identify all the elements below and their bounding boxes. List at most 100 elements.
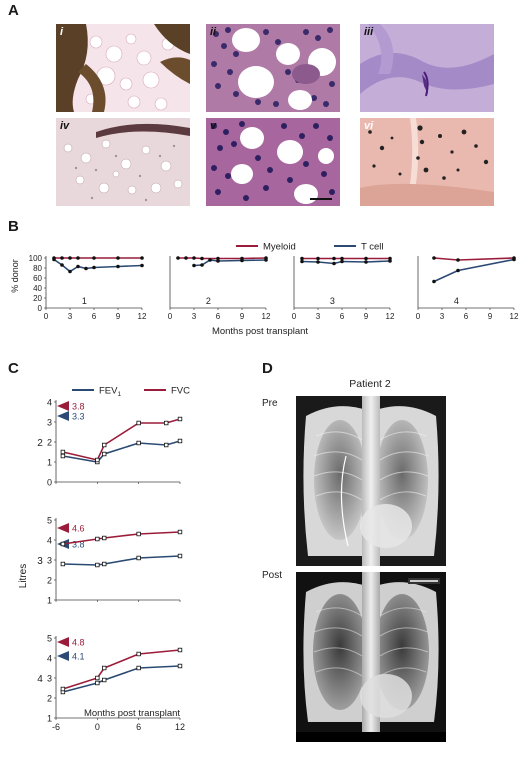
data-point xyxy=(60,256,64,260)
x-tick-label: 12 xyxy=(262,312,271,321)
data-point xyxy=(332,261,336,266)
y-tick-label: 80 xyxy=(33,264,42,273)
data-point xyxy=(102,561,107,567)
panel-b-ylabel: % donor xyxy=(10,259,20,293)
xray-post xyxy=(296,572,446,742)
predicted-label: 3.8 xyxy=(72,540,85,550)
series-line-fvc xyxy=(62,418,181,461)
data-point xyxy=(140,256,144,260)
panel-b-xlabel: Months post transplant xyxy=(212,326,308,337)
legend-label: Myeloid xyxy=(263,242,296,253)
tile-label: iii xyxy=(364,26,374,38)
data-point xyxy=(60,263,64,267)
x-tick-label: 6 xyxy=(464,312,469,321)
panel-c-ylabel: Litres xyxy=(18,564,29,588)
xray-pre-image xyxy=(296,396,446,566)
series-line-t-cell xyxy=(193,259,267,267)
data-point xyxy=(316,260,320,264)
subpanel-label: 2 xyxy=(206,296,211,306)
panel-b-legend: Myeloid T cell xyxy=(236,242,384,253)
panel-a-letter: A xyxy=(8,2,19,19)
data-point xyxy=(116,264,120,269)
pre-label: Pre xyxy=(262,398,278,409)
data-point xyxy=(84,266,88,271)
data-point xyxy=(200,256,204,261)
x-tick-label: 12 xyxy=(138,312,147,321)
series-line-t-cell xyxy=(53,258,143,273)
data-point xyxy=(316,256,320,261)
data-point xyxy=(76,256,80,260)
predicted-marker xyxy=(57,651,69,661)
series-line-fev1 xyxy=(62,665,181,693)
x-tick-label: 3 xyxy=(440,312,445,321)
tile-label: vi xyxy=(364,120,374,132)
data-point xyxy=(364,260,368,264)
data-point xyxy=(216,259,220,263)
data-point xyxy=(300,259,304,264)
predicted-marker xyxy=(57,401,69,411)
tile-label: v xyxy=(210,120,217,132)
data-point xyxy=(216,256,220,261)
data-point xyxy=(432,279,436,284)
predicted-marker xyxy=(57,523,69,533)
panel-c-letter: C xyxy=(8,360,19,377)
data-point xyxy=(300,256,304,261)
data-point xyxy=(136,555,141,561)
series-line-myeloid xyxy=(433,257,515,261)
data-point xyxy=(456,268,460,273)
chart-b-3: 0 3 6 9 123 xyxy=(292,256,395,321)
histology-tile-iii: iii xyxy=(360,24,494,112)
data-point xyxy=(60,453,66,459)
series-line-t-cell xyxy=(433,258,515,283)
data-point xyxy=(95,680,100,686)
x-tick-label: -6 xyxy=(52,722,60,730)
panel-c-xlabel: Months post transplant xyxy=(84,708,180,719)
data-point xyxy=(95,536,100,542)
data-point xyxy=(60,561,66,567)
legend-label: FVC xyxy=(171,386,190,397)
data-point xyxy=(116,256,120,260)
panel-c-legend: FEV1 FVC xyxy=(72,386,190,399)
data-point xyxy=(68,269,72,274)
subpanel-label: 3 xyxy=(330,296,335,306)
data-point xyxy=(95,457,100,463)
series-line-fev1 xyxy=(62,440,181,463)
x-tick-label: 9 xyxy=(364,312,369,321)
x-tick-label: 12 xyxy=(175,722,185,730)
subpanel-label: 2 xyxy=(37,438,43,449)
x-tick-label: 0 xyxy=(168,312,173,321)
data-point xyxy=(177,416,183,422)
data-point xyxy=(177,529,183,535)
y-tick-label: 4 xyxy=(47,398,52,408)
tile-iii-image xyxy=(360,24,494,112)
predicted-label: 3.8 xyxy=(72,402,85,412)
x-tick-label: 9 xyxy=(240,312,245,321)
data-point xyxy=(184,256,188,260)
x-tick-label: 0 xyxy=(44,312,49,321)
tile-label: ii xyxy=(210,26,217,38)
panel-d-letter: D xyxy=(262,360,273,377)
data-point xyxy=(432,256,436,260)
x-tick-label: 6 xyxy=(136,722,141,730)
data-point xyxy=(76,264,80,269)
data-point xyxy=(102,665,107,671)
legend-label: FEV1 xyxy=(99,386,121,399)
histology-tile-ii: ii xyxy=(206,24,340,112)
x-tick-label: 6 xyxy=(216,312,221,321)
data-point xyxy=(177,438,183,444)
predicted-marker xyxy=(57,411,69,421)
y-tick-label: 4 xyxy=(47,654,52,664)
tile-vi-image xyxy=(360,118,494,206)
data-point xyxy=(388,256,392,261)
chart-b-4: 0 3 6 9 12 4 xyxy=(416,256,519,321)
tile-label: iv xyxy=(60,120,70,132)
predicted-label: 4.1 xyxy=(72,652,85,662)
x-tick-label: 3 xyxy=(68,312,73,321)
data-point xyxy=(512,257,516,262)
xray-pre xyxy=(296,396,446,566)
data-point xyxy=(102,535,107,541)
data-point xyxy=(68,256,72,260)
